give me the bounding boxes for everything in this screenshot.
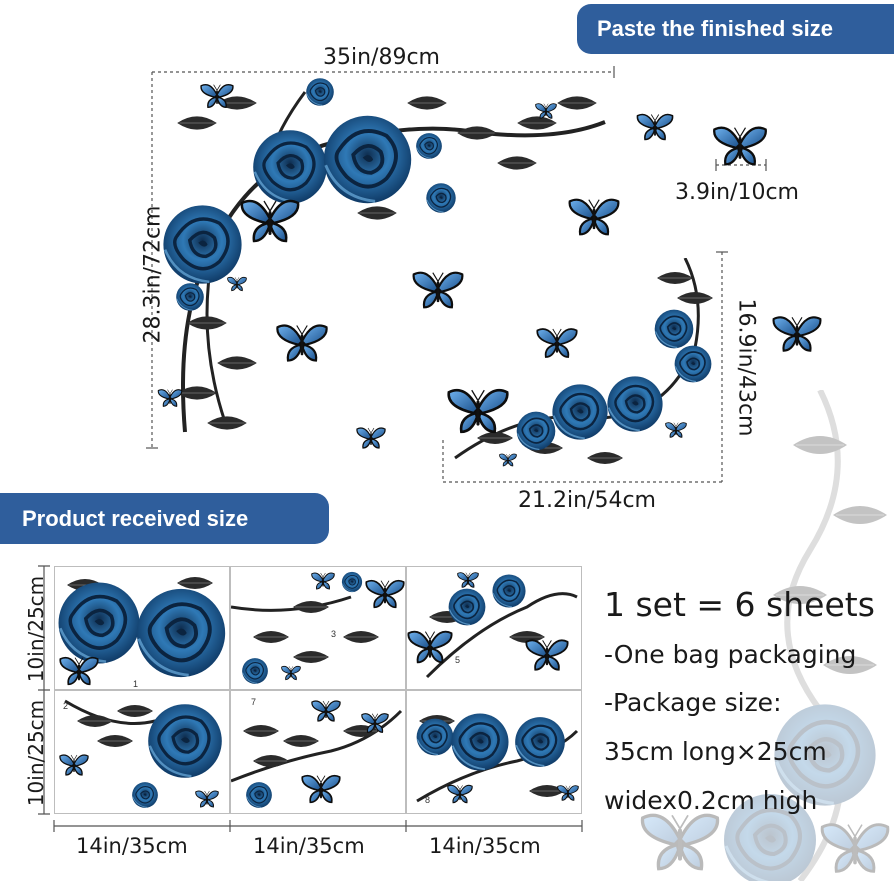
sheet-number: 1 (133, 679, 138, 689)
sheet-number: 3 (331, 629, 336, 639)
package-dimensions-line2: widex0.2cm high (604, 786, 818, 815)
col-width-label-2: 14in/35cm (253, 834, 365, 858)
received-size-banner: Product received size (0, 493, 329, 544)
large-corner-rose-decal (157, 77, 606, 449)
sheet-4: 7 (230, 690, 406, 814)
sheet-6: 8 (406, 690, 582, 814)
sheet-2: 2 (54, 690, 230, 814)
sheet-number: 7 (251, 697, 256, 707)
sheet-1: 1 (54, 566, 230, 690)
finished-size-banner-label: Paste the finished size (597, 16, 833, 41)
received-size-banner-label: Product received size (22, 505, 249, 531)
corner-height-label: 16.9in/43cm (733, 298, 759, 437)
sheet-5: 5 (406, 566, 582, 690)
packaging-line: -One bag packaging (604, 640, 857, 669)
package-dimensions-line1: 35cm long×25cm (604, 737, 827, 766)
finished-size-banner: Paste the finished size (577, 4, 894, 54)
sheet-number: 2 (63, 701, 68, 711)
sheet-3: 3 (230, 566, 406, 690)
finished-width-label: 35in/89cm (323, 45, 440, 70)
received-size-dimension-lines (38, 565, 583, 832)
row-height-label-top: 10in/25cm (24, 575, 48, 683)
corner-width-label: 21.2in/54cm (518, 488, 656, 513)
finished-height-label: 28.3in/72cm (140, 205, 166, 344)
background-rose-vine-decoration (640, 390, 890, 881)
sheet-number: 5 (455, 655, 460, 665)
package-size-line: -Package size: (604, 688, 782, 717)
col-width-label-1: 14in/35cm (76, 834, 188, 858)
butterfly-size-label: 3.9in/10cm (675, 180, 799, 205)
col-width-label-3: 14in/35cm (429, 834, 541, 858)
finished-size-dimension-lines (146, 66, 767, 483)
set-count-headline: 1 set = 6 sheets (604, 585, 875, 624)
sheet-number: 8 (425, 795, 430, 805)
row-height-label-bottom: 10in/25cm (24, 699, 48, 807)
small-corner-rose-decal (447, 258, 714, 467)
